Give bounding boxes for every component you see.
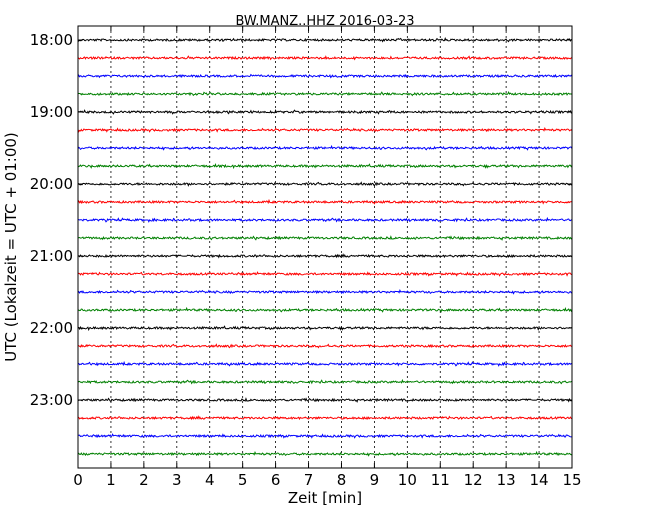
x-tick-label: 15 [562, 471, 581, 489]
x-tick-label: 3 [172, 471, 182, 489]
trace-2145 [77, 306, 573, 313]
x-tick-label: 1 [106, 471, 116, 489]
trace-2300 [77, 397, 573, 403]
x-axis-label: Zeit [min] [288, 489, 362, 507]
y-tick-labels: 18:00 19:00 20:00 21:00 22:00 23:00 [30, 31, 73, 409]
trace-1945 [77, 163, 573, 170]
trace-1930 [77, 144, 573, 151]
x-tick-label: 8 [337, 471, 347, 489]
trace-2000 [77, 181, 573, 187]
trace-2245 [77, 378, 573, 385]
x-tick-label: 13 [497, 471, 516, 489]
y-tick-label: 21:00 [30, 247, 73, 265]
x-tick-label: 7 [304, 471, 314, 489]
x-tick-label: 11 [431, 471, 450, 489]
x-tick-labels: 0 1 2 3 4 5 6 7 8 9 10 11 12 13 14 15 [73, 471, 581, 489]
trace-2015 [77, 198, 573, 205]
x-tick-label: 4 [205, 471, 215, 489]
y-axis-label: UTC (Lokalzeit = UTC + 01:00) [2, 132, 20, 362]
trace-2215 [77, 343, 573, 349]
plot-frame [77, 25, 573, 469]
x-tick-label: 14 [530, 471, 549, 489]
trace-2315 [77, 415, 573, 421]
trace-2200 [77, 325, 573, 332]
trace-1830 [77, 73, 573, 79]
chart-title: BW.MANZ..HHZ 2016-03-23 [235, 14, 414, 29]
trace-2045 [77, 235, 573, 241]
y-tick-label: 19:00 [30, 103, 73, 121]
trace-2330 [77, 433, 573, 439]
y-tick-label: 22:00 [30, 319, 73, 337]
ticks [77, 26, 573, 468]
grid [110, 26, 540, 468]
x-tick-label: 2 [139, 471, 149, 489]
traces [77, 36, 573, 457]
trace-2115 [77, 271, 573, 277]
trace-2030 [77, 216, 573, 223]
trace-1815 [77, 55, 573, 61]
y-tick-label: 23:00 [30, 391, 73, 409]
x-tick-label: 0 [73, 471, 83, 489]
trace-1800 [77, 36, 573, 43]
x-tick-label: 10 [398, 471, 417, 489]
trace-1900 [77, 109, 573, 115]
y-tick-label: 20:00 [30, 175, 73, 193]
x-tick-label: 5 [238, 471, 248, 489]
trace-2100 [77, 253, 573, 259]
trace-2230 [77, 360, 573, 367]
trace-1915 [77, 126, 573, 133]
trace-2345 [77, 450, 573, 457]
x-tick-label: 6 [271, 471, 281, 489]
y-tick-label: 18:00 [30, 31, 73, 49]
x-tick-label: 9 [370, 471, 380, 489]
trace-2130 [77, 288, 573, 295]
x-tick-label: 12 [464, 471, 483, 489]
trace-1845 [77, 91, 573, 97]
